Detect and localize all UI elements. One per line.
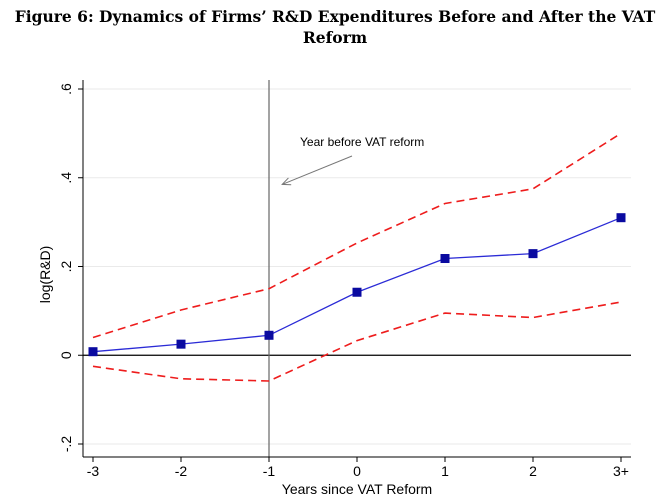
reference-lines xyxy=(83,80,631,457)
y-tick-label-1: 0 xyxy=(58,351,74,359)
data-point-1 xyxy=(176,339,186,349)
figure-title: Figure 6: Dynamics of Firms’ R&D Expendi… xyxy=(0,6,670,48)
figure-title-line2: Reform xyxy=(302,28,368,47)
data-point-6 xyxy=(616,213,626,223)
series-line-estimate xyxy=(92,217,622,353)
series-line-lower-95-ci xyxy=(92,301,622,382)
y-tick-label-2: .2 xyxy=(58,260,74,272)
x-tick-label-4: 1 xyxy=(441,463,449,479)
figure-title-line1: Figure 6: Dynamics of Firms’ R&D Expendi… xyxy=(14,7,656,26)
annotation-arrow xyxy=(282,155,353,185)
data-point-2 xyxy=(264,330,274,340)
data-point-3 xyxy=(352,287,362,297)
x-tick-label-5: 2 xyxy=(529,463,537,479)
x-tick-label-0: -3 xyxy=(87,463,100,479)
x-tick-label-6: 3+ xyxy=(613,463,629,479)
tick-labels: -3 -2 -1 0 1 2 3+ -.2 0 .2 .4 .6 xyxy=(58,83,629,479)
grid-lines xyxy=(83,88,631,445)
y-axis-label: log(R&D) xyxy=(37,246,53,304)
x-tick-label-1: -2 xyxy=(175,463,188,479)
annotation-arrowhead xyxy=(281,177,292,186)
data-point-5 xyxy=(528,249,538,259)
y-tick-label-0: -.2 xyxy=(58,436,74,453)
annotation: Year before VAT reform xyxy=(281,135,424,186)
x-axis-label: Years since VAT Reform xyxy=(282,481,432,497)
series-lines xyxy=(92,132,622,382)
y-tick-label-3: .4 xyxy=(58,172,74,184)
data-point-0 xyxy=(88,347,98,357)
data-point-4 xyxy=(440,254,450,264)
annotation-text: Year before VAT reform xyxy=(300,135,424,149)
x-tick-label-3: 0 xyxy=(353,463,361,479)
data-markers xyxy=(88,213,626,357)
series-line-upper-95-ci xyxy=(92,132,622,339)
y-tick-label-4: .6 xyxy=(58,83,74,95)
x-tick-label-2: -1 xyxy=(263,463,276,479)
